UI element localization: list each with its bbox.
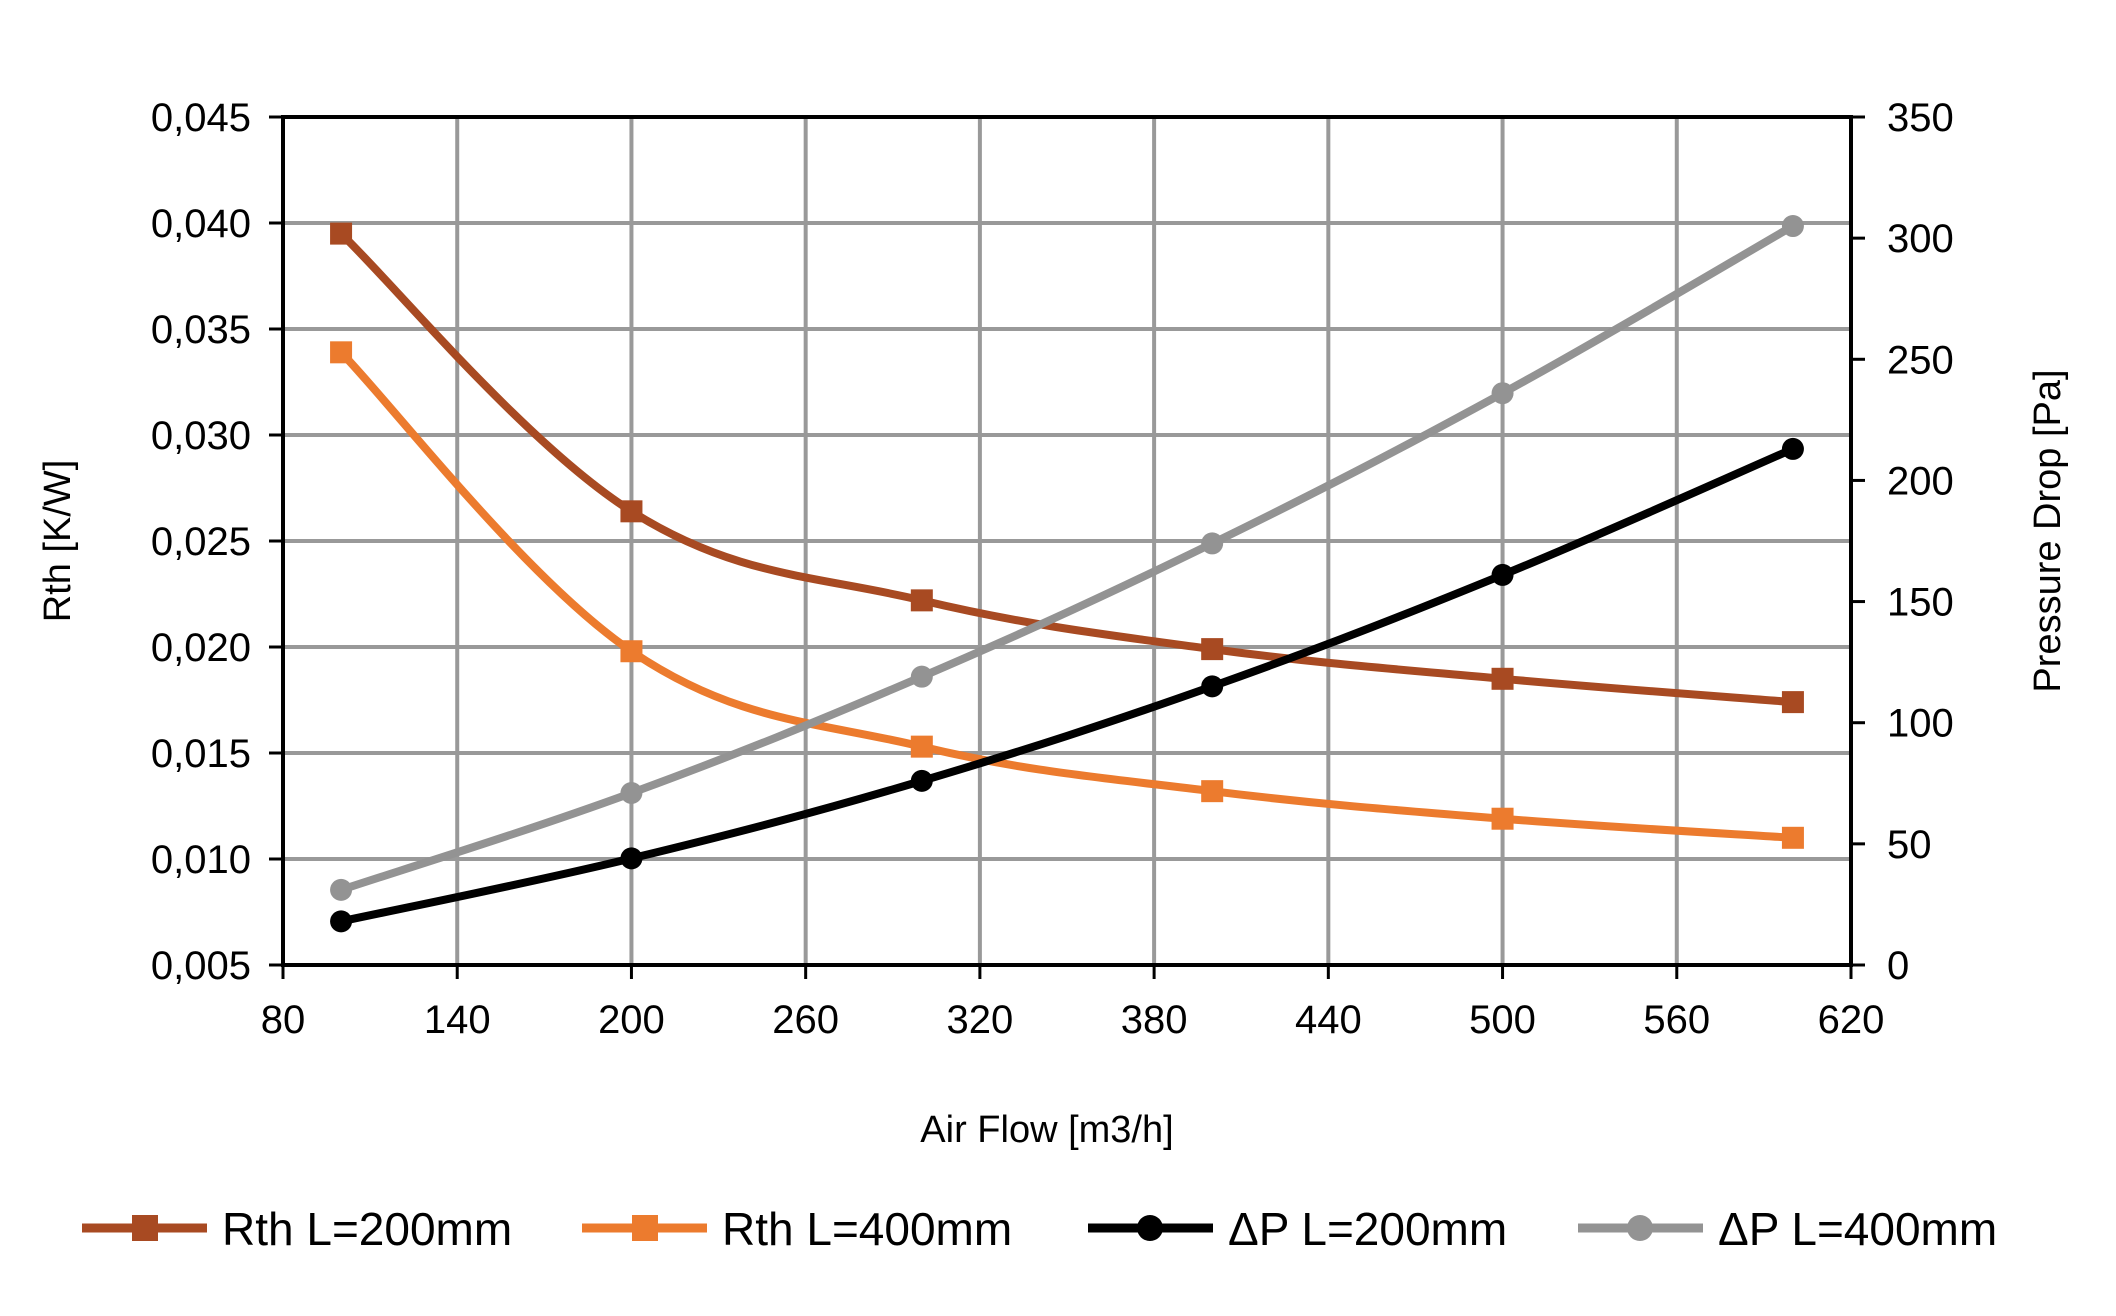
series-4-delta-p-l-400mm xyxy=(330,215,1804,901)
x-tick-label: 320 xyxy=(947,998,1014,1042)
y-left-tick-label: 0,040 xyxy=(151,202,251,246)
data-point-circle xyxy=(1491,382,1514,405)
data-point-circle xyxy=(620,781,643,804)
y-right-tick-label: 350 xyxy=(1887,96,1954,140)
data-point-square xyxy=(620,500,643,523)
data-point-circle xyxy=(330,910,353,933)
y-left-tick-label: 0,015 xyxy=(151,732,251,776)
legend: Rth L=200mm Rth L=400mm ΔP L=200mm ΔP L=400… xyxy=(82,1203,1997,1255)
data-point-square xyxy=(1491,667,1514,690)
data-point-square xyxy=(620,640,643,663)
data-point-circle xyxy=(620,847,643,870)
data-point-circle xyxy=(330,878,353,901)
data-point-square xyxy=(910,735,933,758)
y-right-tick-label: 300 xyxy=(1887,217,1954,261)
plot-frame xyxy=(281,115,1853,967)
x-axis-label: Air Flow [m3/h] xyxy=(920,1109,1173,1151)
x-tick-label: 560 xyxy=(1643,998,1710,1042)
legend-item: Rth L=400mm xyxy=(582,1203,1012,1255)
legend-item: Rth L=200mm xyxy=(82,1203,512,1255)
series-2-rth-l-400mm xyxy=(330,341,1804,849)
y-right-tick-label: 150 xyxy=(1887,581,1954,625)
data-point-circle xyxy=(1781,437,1804,460)
legend-label: Rth L=400mm xyxy=(722,1203,1012,1255)
grid xyxy=(283,117,1851,965)
series-line xyxy=(340,445,1795,926)
series-line xyxy=(338,230,1794,707)
legend-marker-circle xyxy=(1627,1215,1653,1241)
y-left-tick-label: 0,020 xyxy=(151,626,251,670)
data-point-square xyxy=(1491,807,1514,830)
legend-label: Rth L=200mm xyxy=(222,1203,512,1255)
y-right-tick-label: 100 xyxy=(1887,702,1954,746)
data-point-circle xyxy=(1201,532,1224,555)
data-point-square xyxy=(1201,638,1224,661)
legend-label: ΔP L=200mm xyxy=(1228,1203,1507,1255)
legend-marker-circle xyxy=(1137,1215,1163,1241)
series-line xyxy=(338,349,1794,842)
legend-marker-square xyxy=(132,1215,158,1241)
y-axis-left-label: Rth [K/W] xyxy=(37,460,79,623)
y-right-tick-label: 250 xyxy=(1887,338,1954,382)
data-point-circle xyxy=(1201,675,1224,698)
legend-marker-square xyxy=(632,1215,658,1241)
y-left-tick-label: 0,035 xyxy=(151,308,251,352)
legend-item: ΔP L=200mm xyxy=(1088,1203,1507,1255)
data-point-square xyxy=(1781,826,1804,849)
y-right-tick-label: 50 xyxy=(1887,823,1932,867)
tick-labels: 80 140 200 260 320 380 440 500 560 6200,0050,0100… xyxy=(151,96,1954,1042)
data-point-circle xyxy=(1491,563,1514,586)
y-left-tick-label: 0,025 xyxy=(151,520,251,564)
y-left-tick-label: 0,030 xyxy=(151,414,251,458)
y-right-tick-label: 200 xyxy=(1887,459,1954,503)
x-tick-label: 140 xyxy=(424,998,491,1042)
data-point-square xyxy=(1781,691,1804,714)
axes xyxy=(269,115,1865,979)
y-left-tick-label: 0,005 xyxy=(151,944,251,988)
data-point-square xyxy=(330,222,353,245)
data-point-square xyxy=(330,341,353,364)
data-point-circle xyxy=(910,665,933,688)
x-tick-label: 260 xyxy=(772,998,839,1042)
x-tick-label: 80 xyxy=(261,998,306,1042)
y-axis-right-label: Pressure Drop [Pa] xyxy=(2027,369,2069,692)
legend-label: ΔP L=400mm xyxy=(1718,1203,1997,1255)
series-line xyxy=(339,222,1795,894)
x-tick-label: 380 xyxy=(1121,998,1188,1042)
x-tick-label: 440 xyxy=(1295,998,1362,1042)
y-left-tick-label: 0,045 xyxy=(151,96,251,140)
x-tick-label: 200 xyxy=(598,998,665,1042)
data-point-circle xyxy=(910,769,933,792)
data-point-square xyxy=(1201,780,1224,803)
series-lines xyxy=(330,215,1804,933)
y-left-tick-label: 0,010 xyxy=(151,838,251,882)
legend-item: ΔP L=400mm xyxy=(1578,1203,1997,1255)
data-point-square xyxy=(910,589,933,612)
y-right-tick-label: 0 xyxy=(1887,944,1909,988)
series-3-delta-p-l-200mm xyxy=(330,437,1804,933)
data-point-circle xyxy=(1781,215,1804,238)
series-1-rth-l-200mm xyxy=(330,222,1804,714)
x-tick-label: 620 xyxy=(1818,998,1885,1042)
x-tick-label: 500 xyxy=(1469,998,1536,1042)
